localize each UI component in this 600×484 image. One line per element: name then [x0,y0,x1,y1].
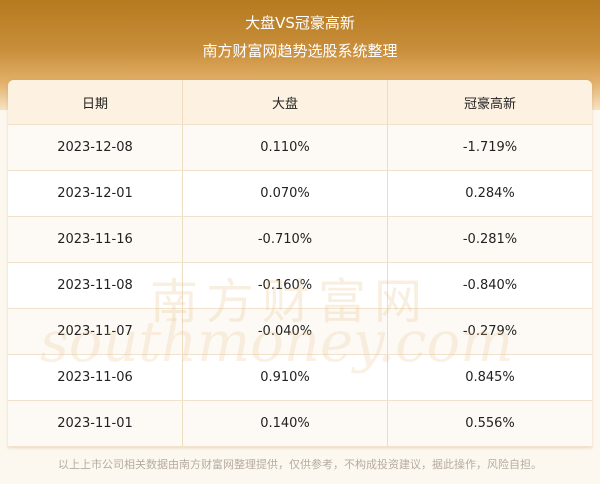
table-header: 日期 大盘 冠豪高新 [8,80,592,125]
date-cell: 2023-11-06 [8,355,183,400]
column-header-stock: 冠豪高新 [463,96,516,112]
date-cell: 2023-12-08 [8,125,183,170]
stock-change-cell: 0.845% [465,370,515,385]
stock-change-cell: 0.284% [465,186,515,201]
data-table: 日期 大盘 冠豪高新 2023-12-08 0.110% -1.719% 2023-1… [8,80,592,447]
disclaimer: 以上上市公司相关数据由南方财富网整理提供，仅供参考，不构成投资建议，据此操作，风… [58,458,542,471]
page-subtitle: 南方财富网趋势选股系统整理 [202,42,398,60]
table-row: 2023-11-07 -0.040% -0.279% [8,309,592,355]
stock-change-cell: -0.840% [462,278,518,293]
column-header-market: 大盘 [183,80,388,124]
market-change-cell: 0.110% [183,125,388,170]
market-change-cell: -0.160% [183,263,388,308]
stock-change-cell: 0.556% [465,416,515,431]
table-row: 2023-11-16 -0.710% -0.281% [8,217,592,263]
market-change-cell: 0.140% [183,401,388,446]
column-header-date: 日期 [8,80,183,124]
stock-change-cell: -1.719% [462,140,518,155]
page-title: 大盘VS冠豪高新 [245,14,355,32]
date-cell: 2023-11-01 [8,401,183,446]
stock-change-cell: -0.279% [462,324,518,339]
date-cell: 2023-12-01 [8,171,183,216]
date-cell: 2023-11-08 [8,263,183,308]
stock-change-cell: -0.281% [462,232,518,247]
market-change-cell: 0.910% [183,355,388,400]
table-row: 2023-12-01 0.070% 0.284% [8,171,592,217]
table-row: 2023-12-08 0.110% -1.719% [8,125,592,171]
date-cell: 2023-11-07 [8,309,183,354]
date-cell: 2023-11-16 [8,217,183,262]
table-row: 2023-11-08 -0.160% -0.840% [8,263,592,309]
market-change-cell: -0.710% [183,217,388,262]
market-change-cell: 0.070% [183,171,388,216]
table-row: 2023-11-06 0.910% 0.845% [8,355,592,401]
table-row: 2023-11-01 0.140% 0.556% [8,401,592,447]
market-change-cell: -0.040% [183,309,388,354]
